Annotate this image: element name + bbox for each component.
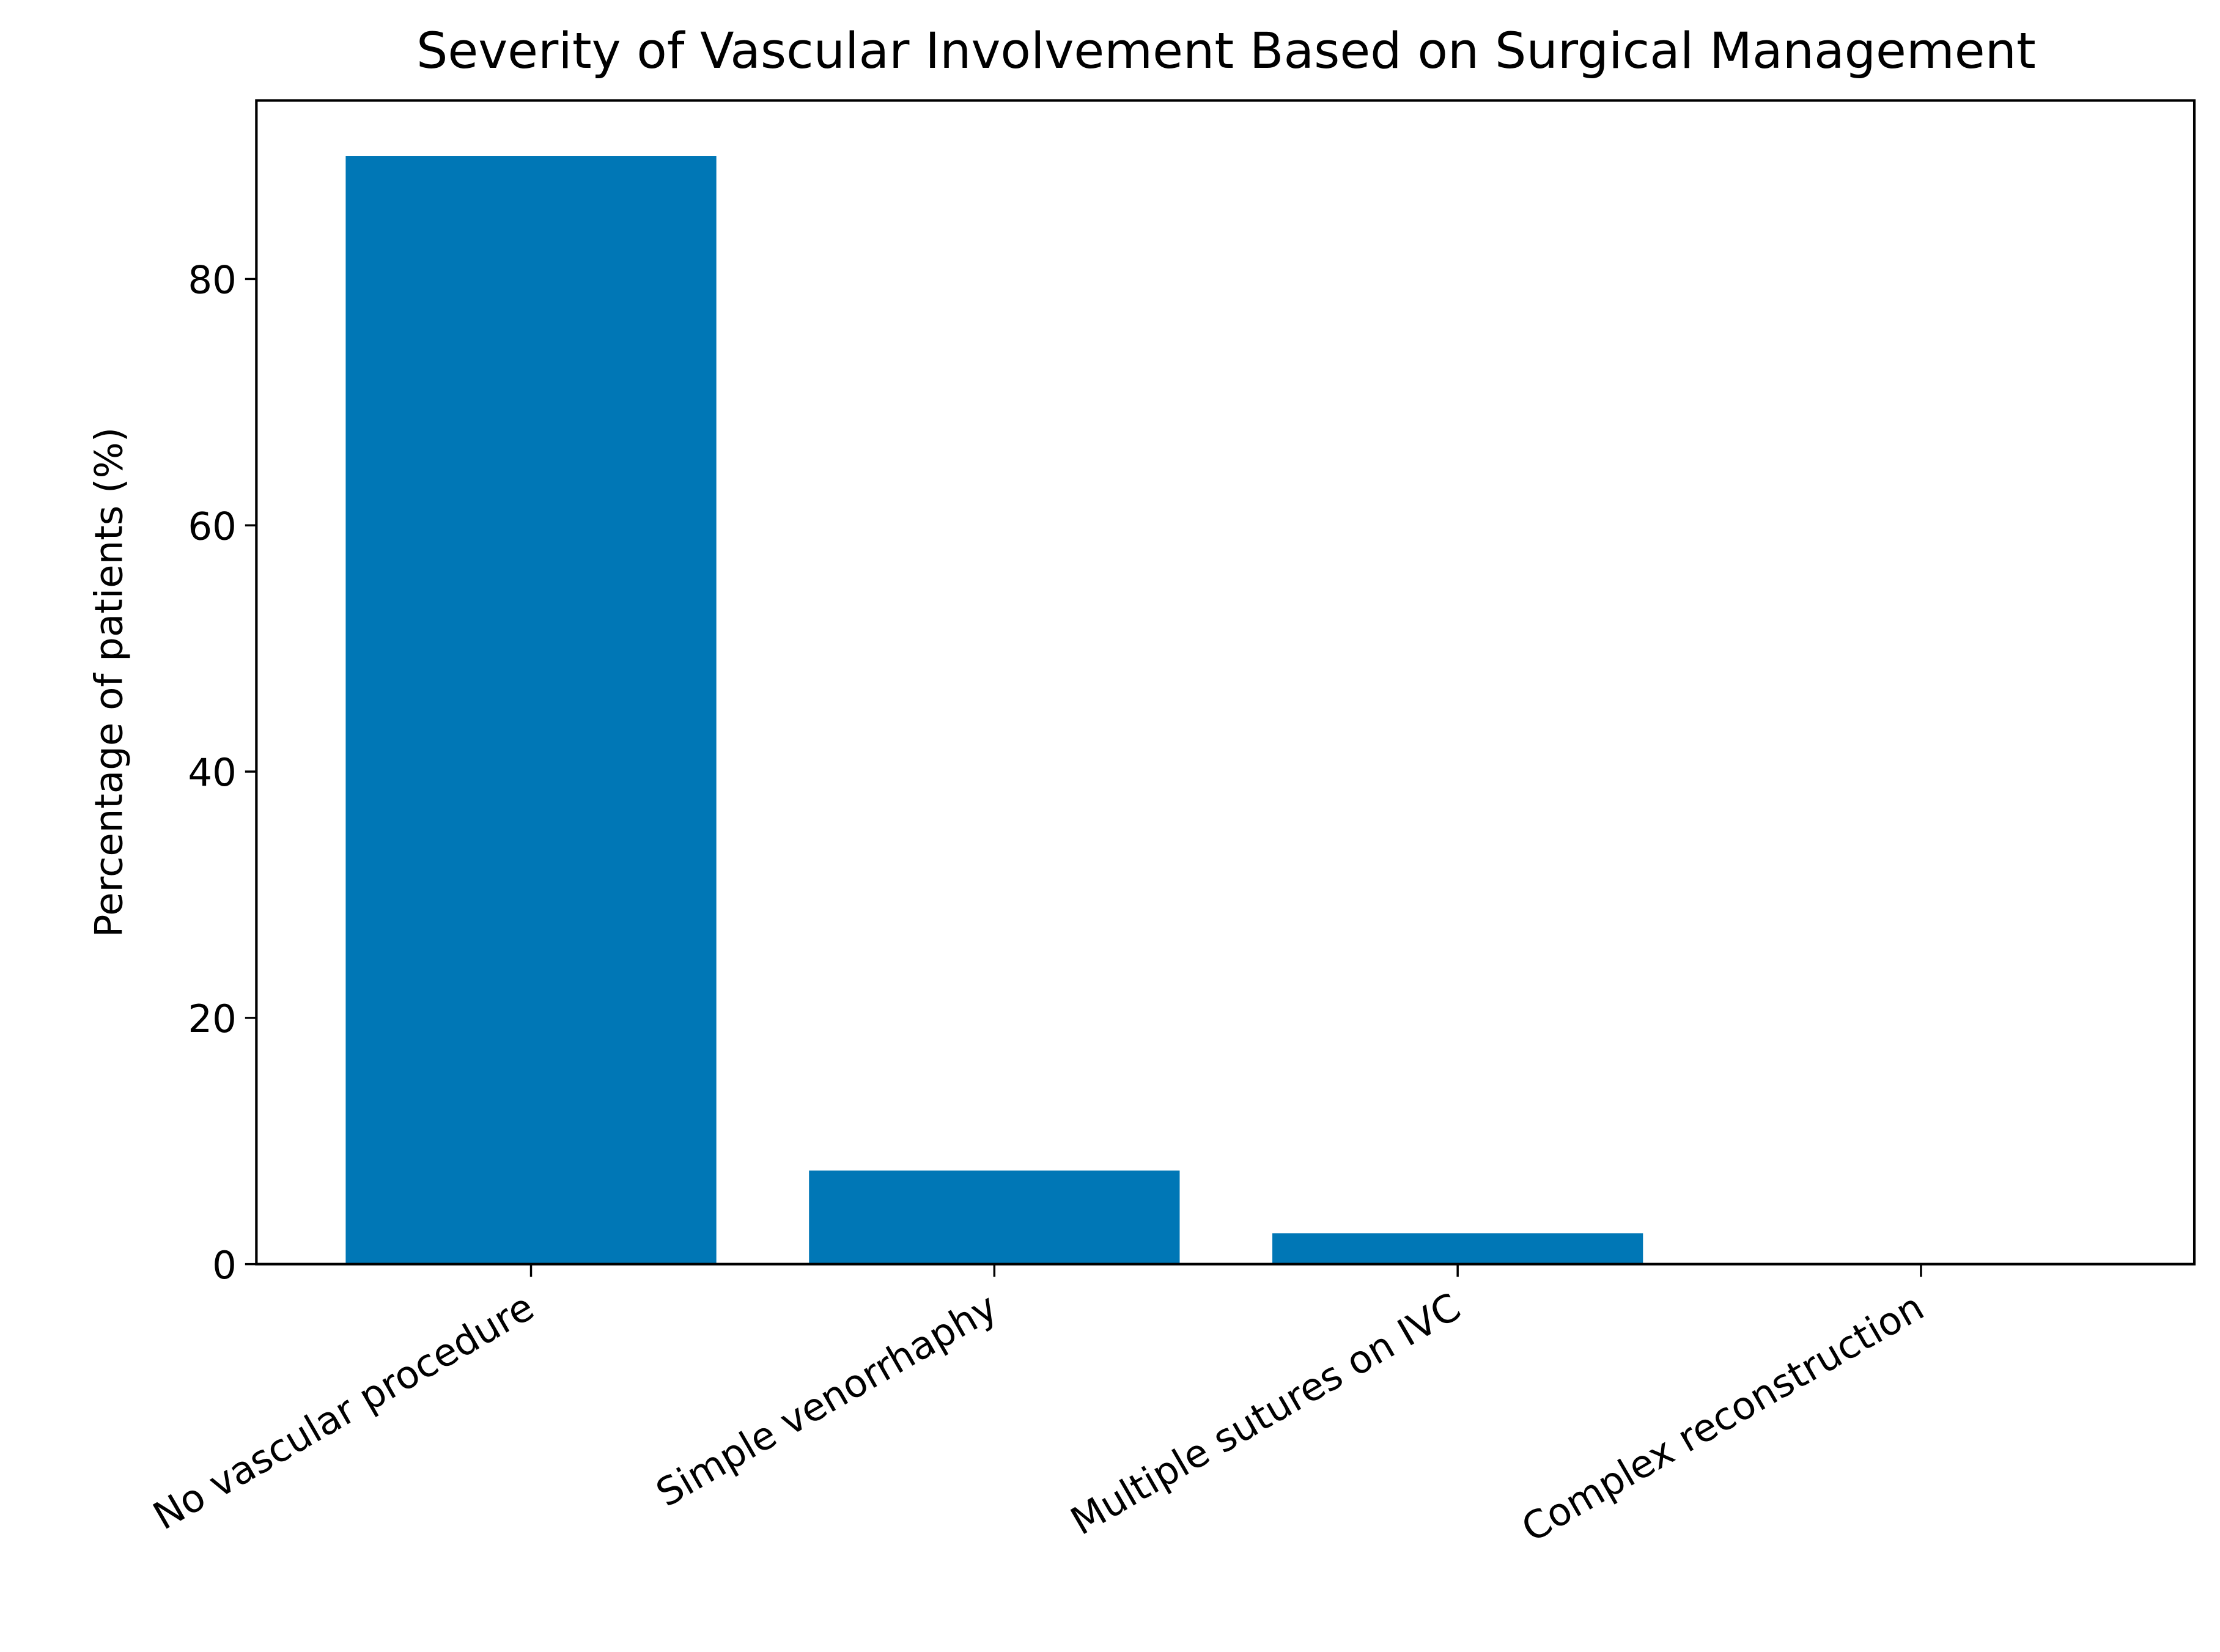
y-axis-label: Percentage of patients (%): [86, 427, 131, 938]
chart-title: Severity of Vascular Involvement Based o…: [416, 23, 2036, 80]
y-tick-label: 80: [188, 258, 237, 303]
bar: [809, 1170, 1180, 1264]
bar: [1272, 1233, 1643, 1264]
bar: [345, 156, 717, 1264]
plot-frame: [255, 99, 2196, 1266]
y-tick-label: 20: [188, 997, 237, 1041]
y-tick-label: 0: [212, 1243, 237, 1288]
y-tick-label: 40: [188, 750, 237, 795]
y-tick-label: 60: [188, 504, 237, 548]
